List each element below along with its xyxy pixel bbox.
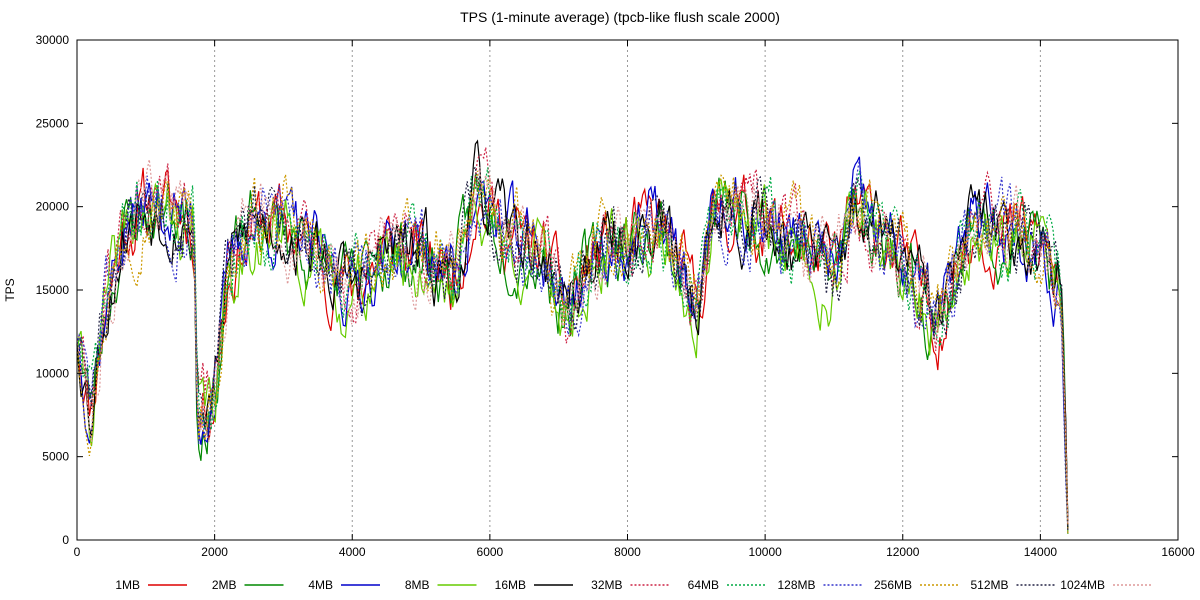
x-tick-label: 6000 <box>477 545 504 559</box>
x-tick-label: 16000 <box>1161 545 1195 559</box>
legend: 1MB 2MB 4MB 8MB 16MB 32MB 64MB 128MB 256MB 512MB 1… <box>115 578 1152 592</box>
y-axis-label: TPS <box>3 278 17 301</box>
legend-label: 128MB <box>777 578 815 592</box>
series-line-64MB <box>76 167 1069 526</box>
series-line-512MB <box>76 165 1069 532</box>
x-tick-label: 14000 <box>1024 545 1058 559</box>
legend-label: 1MB <box>115 578 140 592</box>
y-tick-label: 25000 <box>36 116 70 130</box>
legend-label: 512MB <box>970 578 1008 592</box>
series-line-32MB <box>76 147 1069 525</box>
legend-label: 64MB <box>688 578 719 592</box>
y-tick-label: 0 <box>62 533 69 547</box>
y-tick-label: 5000 <box>42 450 69 464</box>
legend-label: 1024MB <box>1060 578 1105 592</box>
y-tick-label: 30000 <box>36 33 70 47</box>
x-tick-label: 0 <box>74 545 81 559</box>
legend-label: 8MB <box>405 578 430 592</box>
series-line-1024MB <box>76 159 1069 526</box>
x-tick-label: 8000 <box>614 545 641 559</box>
tick-layer: 0 2000 4000 6000 8000 10000 12000 14000 16000 0 50… <box>36 33 1195 559</box>
series-line-2MB <box>76 174 1069 524</box>
x-tick-label: 2000 <box>201 545 228 559</box>
legend-label: 16MB <box>495 578 526 592</box>
series-line-1MB <box>76 167 1069 529</box>
y-tick-label: 20000 <box>36 200 70 214</box>
x-tick-label: 4000 <box>339 545 366 559</box>
series-line-128MB <box>76 159 1069 534</box>
legend-label: 32MB <box>591 578 622 592</box>
x-tick-label: 12000 <box>886 545 920 559</box>
series-line-8MB <box>76 179 1069 535</box>
series-line-4MB <box>76 156 1069 523</box>
legend-label: 256MB <box>874 578 912 592</box>
legend-label: 2MB <box>212 578 237 592</box>
chart-title: TPS (1-minute average) (tpcb-like flush … <box>460 9 780 25</box>
y-tick-label: 15000 <box>36 283 70 297</box>
x-tick-label: 10000 <box>748 545 782 559</box>
series-layer <box>76 139 1069 535</box>
y-tick-label: 10000 <box>36 366 70 380</box>
series-line-256MB <box>76 170 1069 534</box>
legend-label: 4MB <box>308 578 333 592</box>
